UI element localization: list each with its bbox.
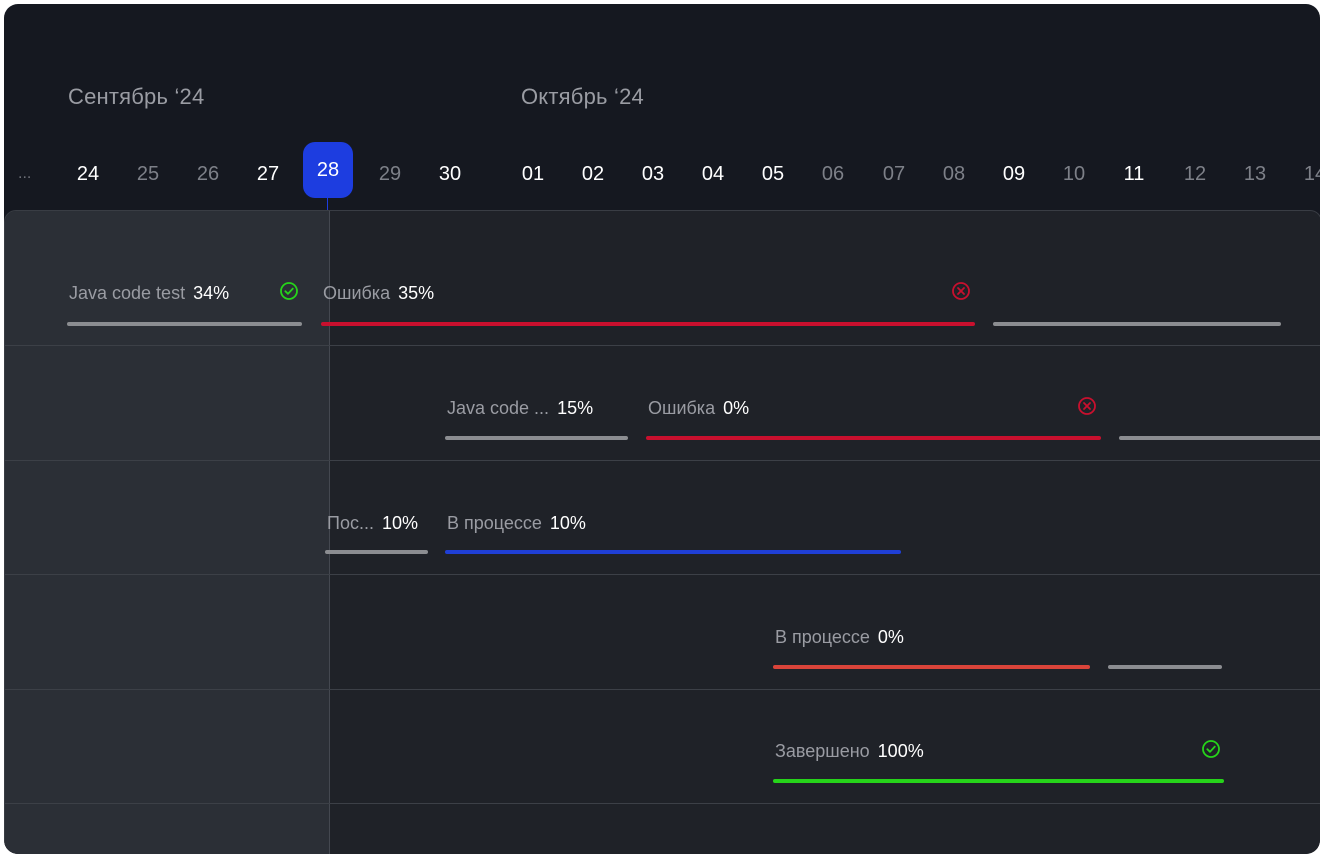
- day-01[interactable]: 01: [521, 163, 545, 185]
- task-name: В процессе: [775, 627, 870, 647]
- task-name: Java code test: [69, 283, 186, 303]
- row-divider: [5, 345, 1320, 346]
- day-09[interactable]: 09: [1002, 163, 1026, 185]
- task-board: Java code test 34% Ошибка 35% Java code ..…: [4, 210, 1320, 854]
- task-java-code[interactable]: Java code ... 15%: [447, 398, 593, 419]
- day-24[interactable]: 24: [76, 163, 100, 185]
- task-in-progress[interactable]: В процессе 10%: [447, 513, 586, 534]
- month-label-september: Сентябрь ‘24: [68, 84, 205, 109]
- task-name: Завершено: [775, 741, 870, 761]
- day-02[interactable]: 02: [581, 163, 605, 185]
- day-28-today[interactable]: 28: [303, 142, 353, 198]
- day-06[interactable]: 06: [821, 163, 845, 185]
- task-percent: 10%: [549, 513, 586, 533]
- task-progress-bar[interactable]: [321, 322, 975, 326]
- task-completed[interactable]: Завершено 100%: [775, 741, 924, 762]
- check-circle-icon: [1202, 740, 1220, 758]
- row-divider: [5, 574, 1320, 575]
- task-percent: 10%: [381, 513, 418, 533]
- month-label-october: Октябрь ‘24: [521, 84, 644, 109]
- task-percent: 0%: [723, 398, 750, 418]
- past-days-shade: [5, 211, 330, 854]
- day-03[interactable]: 03: [641, 163, 665, 185]
- gantt-timeline: Сентябрь ‘24 Октябрь ‘24 ... 24 25 26 27…: [4, 4, 1320, 854]
- day-13[interactable]: 13: [1243, 163, 1267, 185]
- day-25[interactable]: 25: [136, 163, 160, 185]
- x-circle-icon: [952, 282, 970, 300]
- task-truncated[interactable]: Пос... 10%: [327, 513, 418, 534]
- day-12[interactable]: 12: [1183, 163, 1207, 185]
- day-10[interactable]: 10: [1062, 163, 1086, 185]
- task-progress-bar[interactable]: [773, 779, 1224, 783]
- today-marker-line: [327, 194, 328, 214]
- task-java-code-test[interactable]: Java code test 34%: [69, 283, 229, 304]
- day-14[interactable]: 14: [1303, 163, 1320, 185]
- task-remaining-bar[interactable]: [1108, 665, 1222, 669]
- day-05[interactable]: 05: [761, 163, 785, 185]
- day-27[interactable]: 27: [256, 163, 280, 185]
- day-07[interactable]: 07: [882, 163, 906, 185]
- task-remaining-bar[interactable]: [993, 322, 1281, 326]
- task-percent: 0%: [877, 627, 904, 647]
- task-name: Java code ...: [447, 398, 550, 418]
- task-progress-bar[interactable]: [325, 550, 428, 554]
- day-11[interactable]: 11: [1123, 163, 1145, 185]
- task-in-progress[interactable]: В процессе 0%: [775, 627, 904, 648]
- task-name: Ошибка: [323, 283, 391, 303]
- x-circle-icon: [1078, 397, 1096, 415]
- task-progress-bar[interactable]: [445, 550, 901, 554]
- task-progress-bar[interactable]: [646, 436, 1101, 440]
- task-error[interactable]: Ошибка 0%: [648, 398, 749, 419]
- task-name: В процессе: [447, 513, 542, 533]
- day-30[interactable]: 30: [438, 163, 462, 185]
- task-name: Пос...: [327, 513, 374, 533]
- task-remaining-bar[interactable]: [1119, 436, 1320, 440]
- day-08[interactable]: 08: [942, 163, 966, 185]
- task-error[interactable]: Ошибка 35%: [323, 283, 434, 304]
- row-divider: [5, 460, 1320, 461]
- row-divider: [5, 689, 1320, 690]
- task-progress-bar[interactable]: [773, 665, 1090, 669]
- task-progress-bar[interactable]: [67, 322, 302, 326]
- task-percent: 100%: [877, 741, 924, 761]
- task-percent: 15%: [557, 398, 594, 418]
- task-percent: 35%: [398, 283, 435, 303]
- task-name: Ошибка: [648, 398, 716, 418]
- day-26[interactable]: 26: [196, 163, 220, 185]
- row-divider: [5, 803, 1320, 804]
- day-header-row: ... 24 25 26 27 28 29 30 01 02 03 04 05 …: [4, 142, 1320, 198]
- task-percent: 34%: [193, 283, 230, 303]
- scroll-back-ellipsis[interactable]: ...: [18, 165, 32, 182]
- check-circle-icon: [280, 282, 298, 300]
- day-04[interactable]: 04: [701, 163, 725, 185]
- day-29[interactable]: 29: [378, 163, 402, 185]
- task-progress-bar[interactable]: [445, 436, 628, 440]
